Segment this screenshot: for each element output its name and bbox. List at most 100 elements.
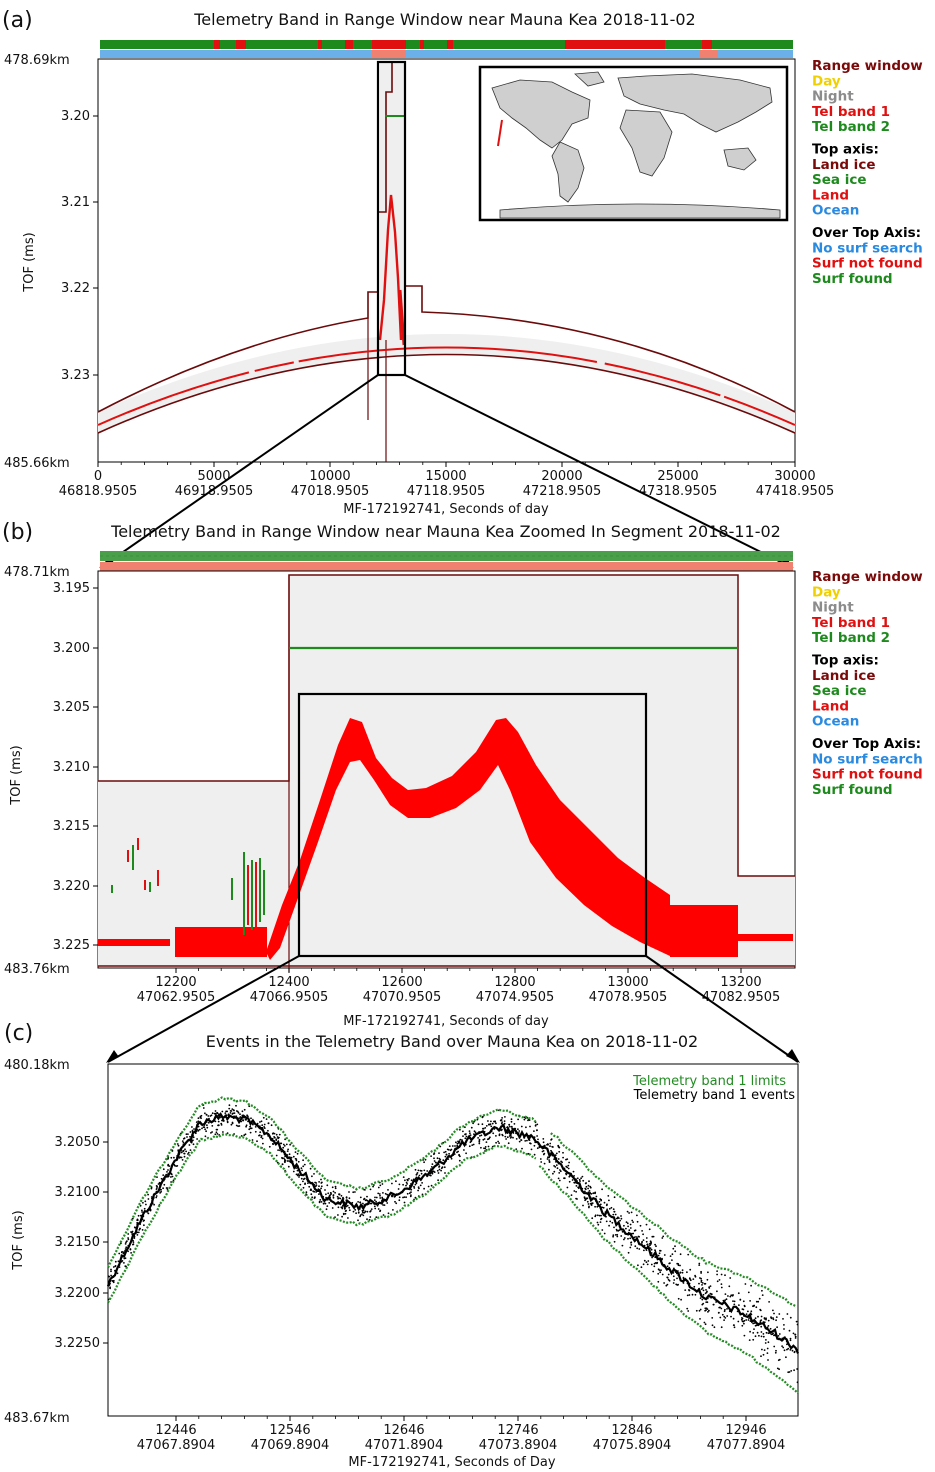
- event-point: [708, 1309, 710, 1312]
- event-point: [302, 1178, 305, 1181]
- event-point: [641, 1242, 643, 1244]
- event-point: [614, 1234, 617, 1236]
- panel-b-xlabel: MF-172192741, Seconds of day: [343, 1014, 549, 1029]
- event-point: [302, 1159, 304, 1162]
- event-point: [567, 1167, 570, 1170]
- event-point: [382, 1214, 385, 1216]
- event-point: [313, 1173, 315, 1175]
- event-point: [718, 1311, 720, 1314]
- event-point: [433, 1171, 436, 1173]
- event-point: [204, 1128, 207, 1131]
- event-point: [469, 1132, 471, 1135]
- panel-a-range-bottom: 485.66km: [4, 456, 70, 471]
- x-tick-label: 12546: [269, 1423, 310, 1438]
- event-point: [595, 1195, 598, 1198]
- event-point: [504, 1116, 506, 1118]
- event-point: [210, 1132, 212, 1134]
- event-point: [477, 1137, 479, 1139]
- event-point: [455, 1141, 457, 1144]
- event-point: [336, 1195, 339, 1198]
- legend-entry: Surf found: [812, 782, 893, 798]
- event-point: [547, 1143, 549, 1146]
- x-tick-sod-label: 47074.9505: [476, 990, 555, 1005]
- event-point: [562, 1151, 564, 1154]
- event-point: [495, 1122, 497, 1125]
- event-point: [142, 1201, 144, 1204]
- event-point: [301, 1169, 303, 1172]
- event-point: [716, 1290, 718, 1293]
- event-point: [577, 1187, 580, 1190]
- event-point: [720, 1283, 723, 1285]
- event-point: [661, 1237, 664, 1239]
- x-tick-label: 12646: [383, 1423, 424, 1438]
- y-tick-label: 3.2150: [55, 1235, 101, 1250]
- event-point: [283, 1157, 285, 1160]
- event-point: [629, 1246, 632, 1249]
- event-point: [214, 1110, 217, 1112]
- event-point: [620, 1217, 623, 1220]
- event-point: [248, 1105, 251, 1108]
- event-point: [398, 1183, 401, 1186]
- event-point: [110, 1274, 112, 1277]
- event-point: [645, 1237, 648, 1239]
- panel-c-range-top: 480.18km: [4, 1058, 70, 1073]
- event-point: [233, 1112, 236, 1114]
- event-point: [284, 1138, 286, 1141]
- event-point: [470, 1126, 473, 1129]
- event-point: [665, 1284, 668, 1287]
- event-point: [414, 1183, 417, 1186]
- panel-a-tel-band-1-spike: [378, 194, 403, 341]
- event-point: [675, 1283, 678, 1286]
- event-point: [192, 1136, 195, 1139]
- event-point: [216, 1133, 219, 1135]
- event-point: [787, 1371, 790, 1374]
- event-point: [694, 1293, 697, 1296]
- event-point: [296, 1169, 299, 1172]
- event-point: [762, 1333, 765, 1335]
- y-tick-label: 3.195: [53, 581, 90, 596]
- event-point: [156, 1176, 158, 1178]
- event-point: [190, 1141, 193, 1144]
- event-point: [239, 1113, 241, 1116]
- event-point: [318, 1181, 320, 1183]
- event-point: [598, 1214, 601, 1217]
- event-point: [377, 1186, 380, 1189]
- event-point: [658, 1269, 661, 1271]
- event-point: [184, 1148, 186, 1151]
- event-point: [427, 1185, 430, 1188]
- event-point: [284, 1161, 286, 1164]
- event-point: [553, 1170, 556, 1173]
- event-point: [769, 1327, 772, 1330]
- panel-b-yticks: 3.195 3.200 3.205 3.210 3.215 3.220 3.225: [53, 581, 98, 953]
- y-tick-label: 3.200: [53, 641, 90, 656]
- event-point: [499, 1119, 502, 1122]
- event-point: [436, 1157, 439, 1160]
- event-point: [651, 1256, 653, 1259]
- event-point: [298, 1174, 301, 1177]
- event-point: [795, 1320, 798, 1323]
- event-point: [187, 1153, 189, 1155]
- event-point: [168, 1165, 171, 1167]
- panel-b-tel-band-1: [98, 718, 793, 960]
- event-point: [766, 1347, 769, 1350]
- event-point: [487, 1145, 490, 1148]
- event-point: [494, 1120, 496, 1123]
- legend-entry: Range window: [812, 569, 923, 585]
- event-point: [584, 1187, 587, 1190]
- event-point: [205, 1113, 208, 1116]
- event-point: [165, 1173, 168, 1176]
- event-point: [170, 1176, 172, 1178]
- event-point: [645, 1261, 648, 1264]
- event-point: [403, 1196, 406, 1198]
- event-point: [631, 1219, 634, 1222]
- legend-entry: Top axis:: [812, 142, 879, 158]
- event-point: [651, 1235, 654, 1238]
- event-point: [549, 1145, 551, 1147]
- event-point: [237, 1111, 240, 1114]
- event-point: [249, 1131, 252, 1134]
- event-point: [783, 1328, 785, 1330]
- event-point: [130, 1252, 133, 1254]
- event-point: [730, 1294, 733, 1297]
- event-point: [109, 1287, 111, 1290]
